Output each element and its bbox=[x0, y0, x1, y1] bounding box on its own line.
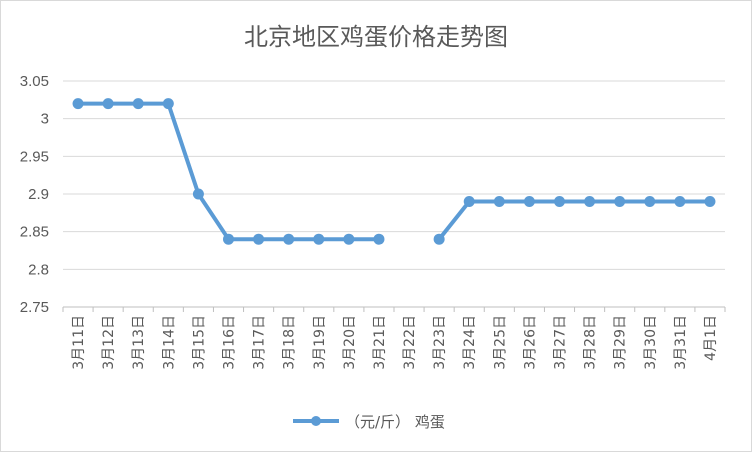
x-tick-label: 3月29日 bbox=[613, 315, 629, 370]
y-tick-label: 2.85 bbox=[20, 224, 49, 241]
chart-title: 北京地区鸡蛋价格走势图 bbox=[244, 23, 508, 51]
series-egg-price bbox=[72, 98, 716, 245]
data-point bbox=[283, 233, 295, 245]
data-point bbox=[704, 196, 716, 208]
y-tick-label: 2.95 bbox=[20, 148, 49, 165]
x-tick-label: 3月27日 bbox=[553, 315, 569, 370]
x-tick-label: 3月26日 bbox=[522, 315, 538, 370]
x-tick-label: 3月25日 bbox=[492, 315, 508, 370]
x-tick-label: 3月17日 bbox=[252, 315, 268, 370]
data-point bbox=[223, 233, 234, 245]
legend-point-marker bbox=[311, 416, 321, 426]
gridlines bbox=[63, 80, 725, 308]
data-point bbox=[343, 233, 355, 245]
data-point bbox=[463, 196, 475, 208]
data-point bbox=[493, 196, 505, 208]
data-point bbox=[584, 196, 596, 208]
x-tick-label: 3月14日 bbox=[161, 315, 177, 370]
data-point bbox=[192, 188, 204, 200]
y-tick-label: 2.75 bbox=[20, 299, 49, 316]
data-point bbox=[313, 233, 325, 245]
data-point bbox=[162, 98, 174, 110]
y-tick-label: 3.05 bbox=[20, 73, 49, 90]
legend: （元/斤） 鸡蛋 bbox=[293, 413, 445, 431]
data-point bbox=[72, 98, 84, 110]
data-point bbox=[674, 196, 686, 208]
x-tick-label: 3月16日 bbox=[222, 315, 238, 370]
x-tick-label: 3月18日 bbox=[282, 315, 298, 370]
legend-label: （元/斤） 鸡蛋 bbox=[345, 413, 445, 431]
x-tick-label: 4月1日 bbox=[703, 315, 719, 361]
x-tick-label: 3月22日 bbox=[402, 315, 418, 370]
data-point bbox=[523, 196, 535, 208]
y-tick-label: 2.9 bbox=[28, 186, 49, 203]
data-point bbox=[373, 233, 385, 245]
x-tick-label: 3月23日 bbox=[432, 315, 448, 370]
x-tick-label: 3月28日 bbox=[583, 315, 599, 370]
series-line bbox=[76, 101, 381, 242]
data-point bbox=[614, 196, 626, 208]
data-point bbox=[433, 233, 445, 245]
x-tick-label: 3月11日 bbox=[71, 315, 87, 370]
x-tick-label: 3月20日 bbox=[342, 315, 358, 370]
y-tick-label: 2.8 bbox=[28, 261, 49, 278]
x-tick-label: 3月15日 bbox=[191, 315, 207, 370]
data-point bbox=[644, 196, 656, 208]
x-tick-label: 3月31日 bbox=[673, 315, 689, 370]
data-point bbox=[102, 98, 114, 110]
data-point bbox=[554, 196, 565, 208]
x-tick-label: 3月21日 bbox=[372, 315, 388, 370]
axes bbox=[62, 306, 726, 312]
y-axis-ticks: 2.75 2.8 2.85 2.9 2.95 3 3.05 bbox=[20, 73, 49, 316]
x-tick-label: 3月12日 bbox=[101, 315, 117, 370]
x-tick-label: 3月19日 bbox=[312, 315, 328, 370]
data-point bbox=[132, 98, 144, 110]
data-point bbox=[253, 233, 265, 245]
x-tick-label: 3月24日 bbox=[462, 315, 478, 370]
y-tick-label: 3 bbox=[41, 111, 49, 128]
series-line bbox=[437, 199, 712, 242]
x-axis-ticks: 3月11日 3月12日 3月13日 3月14日 3月15日 3月16日 3月17日 3月18日… bbox=[71, 315, 719, 370]
x-tick-label: 3月13日 bbox=[131, 315, 147, 370]
x-tick-label: 3月30日 bbox=[643, 315, 659, 370]
